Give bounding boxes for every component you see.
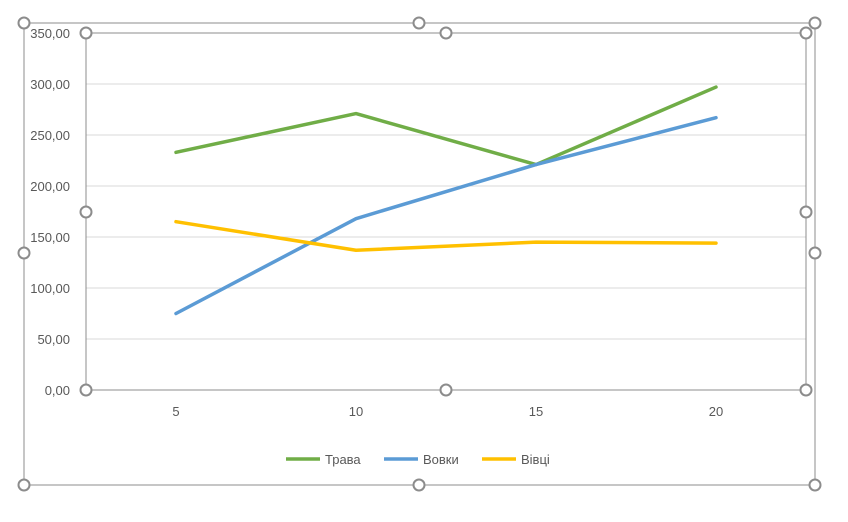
resize-handle-icon[interactable] [799, 383, 813, 397]
y-tick-label: 50,00 [37, 332, 70, 347]
legend-label: Трава [325, 452, 361, 467]
y-tick-label: 100,00 [30, 281, 70, 296]
chart-area-frame [23, 22, 816, 486]
legend-label: Вівці [521, 452, 550, 467]
resize-handle-icon[interactable] [799, 26, 813, 40]
series-lines [174, 85, 718, 316]
resize-handle-icon[interactable] [808, 478, 822, 492]
resize-handle-icon[interactable] [799, 205, 813, 219]
plot-area-frame [85, 32, 807, 391]
x-tick-label: 5 [172, 404, 179, 419]
resize-handle-icon[interactable] [412, 16, 426, 30]
x-tick-label: 20 [709, 404, 723, 419]
y-tick-label: 350,00 [30, 26, 70, 41]
resize-handle-icon[interactable] [17, 246, 31, 260]
resize-handle-icon[interactable] [17, 478, 31, 492]
x-tick-label: 10 [349, 404, 363, 419]
y-tick-label: 0,00 [45, 383, 70, 398]
resize-handle-icon[interactable] [412, 478, 426, 492]
resize-handle-icon[interactable] [79, 383, 93, 397]
y-tick-label: 150,00 [30, 230, 70, 245]
resize-handle-icon[interactable] [808, 246, 822, 260]
series-line [174, 219, 718, 253]
series-line [174, 115, 718, 316]
selection-frames [23, 22, 816, 486]
resize-handle-icon[interactable] [79, 205, 93, 219]
y-axis-tick-labels: 0,00 50,00 100,00 150,00 200,00 250,00 300,00 3… [30, 26, 70, 398]
y-tick-label: 300,00 [30, 77, 70, 92]
resize-handle-icon[interactable] [439, 26, 453, 40]
x-tick-label: 15 [529, 404, 543, 419]
y-tick-label: 200,00 [30, 179, 70, 194]
x-axis-tick-labels: 5 10 15 20 [172, 404, 723, 419]
resize-handle-icon[interactable] [808, 16, 822, 30]
resize-handle-icon[interactable] [439, 383, 453, 397]
y-tick-label: 250,00 [30, 128, 70, 143]
series-line [174, 85, 718, 167]
legend[interactable]: Трава Вовки Вівці [286, 452, 550, 467]
legend-label: Вовки [423, 452, 459, 467]
resize-handle-icon[interactable] [79, 26, 93, 40]
selection-handles[interactable] [17, 16, 822, 492]
resize-handle-icon[interactable] [17, 16, 31, 30]
gridlines [86, 32, 806, 391]
